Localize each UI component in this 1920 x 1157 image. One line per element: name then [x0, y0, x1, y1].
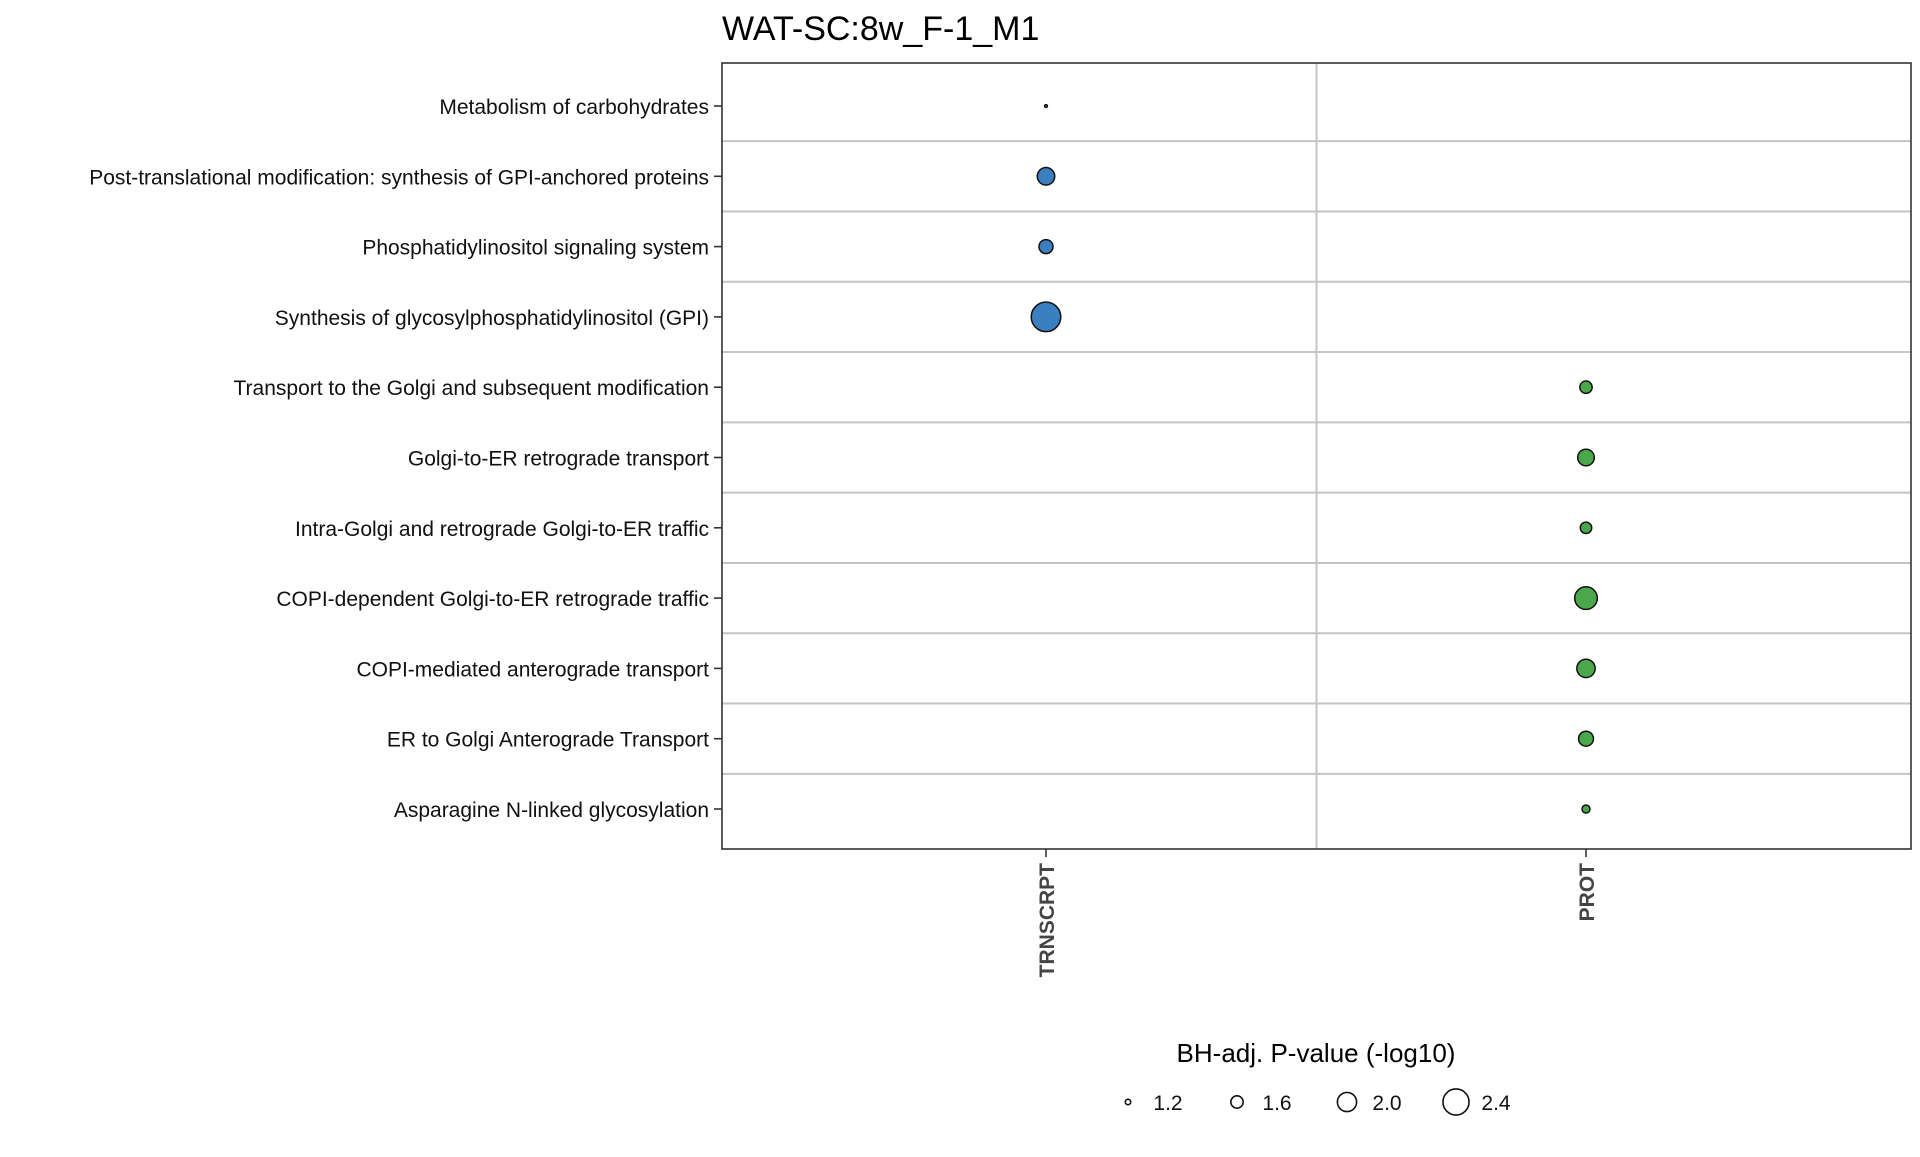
data-point	[1043, 103, 1049, 109]
legend-key-circle	[1230, 1095, 1244, 1109]
data-point	[1581, 804, 1591, 814]
legend-title: BH-adj. P-value (-log10)	[1177, 1038, 1456, 1068]
y-tick-label: COPI-mediated anterograde transport	[356, 658, 709, 681]
legend-key-circle	[1336, 1091, 1358, 1113]
y-tick-label: Intra-Golgi and retrograde Golgi-to-ER t…	[295, 518, 709, 541]
y-tick-label: Phosphatidylinositol signaling system	[362, 237, 709, 260]
y-tick-label: Synthesis of glycosylphosphatidylinosito…	[275, 307, 709, 330]
axis-layer: Metabolism of carbohydrates Post-translat…	[89, 96, 1599, 977]
y-tick-label: Transport to the Golgi and subsequent mo…	[233, 377, 709, 400]
y-tick-label: Golgi-to-ER retrograde transport	[408, 448, 709, 471]
legend-key-circle	[1124, 1098, 1132, 1106]
data-point	[1038, 238, 1054, 255]
legend-key-label: 2.0	[1372, 1092, 1401, 1115]
x-tick-label: TRNSCRPT	[1036, 863, 1059, 978]
point-layer	[1030, 103, 1599, 814]
y-tick-label: ER to Golgi Anterograde Transport	[387, 729, 709, 752]
legend-key-label: 1.2	[1153, 1092, 1182, 1115]
data-point	[1577, 730, 1595, 747]
legend-key-label: 1.6	[1262, 1092, 1291, 1115]
plot-panel-border	[721, 62, 1912, 850]
chart-title: WAT-SC:8w_F-1_M1	[722, 10, 1039, 48]
legend-key-circle	[1442, 1088, 1470, 1116]
data-point	[1030, 301, 1062, 333]
y-tick-label: Post-translational modification: synthes…	[89, 166, 709, 189]
data-point	[1036, 166, 1056, 186]
grid-layer	[722, 63, 1911, 849]
x-tick-label: PROT	[1576, 863, 1599, 922]
data-point	[1579, 521, 1593, 535]
size-legend: 1.2 1.6 2.0 2.4	[1124, 1088, 1511, 1116]
y-tick-label: COPI-dependent Golgi-to-ER retrograde tr…	[276, 588, 709, 611]
legend-key-label: 2.4	[1481, 1092, 1511, 1115]
data-point	[1576, 658, 1596, 679]
y-tick-label: Asparagine N-linked glycosylation	[394, 799, 709, 822]
data-point	[1579, 380, 1593, 395]
y-tick-label: Metabolism of carbohydrates	[439, 96, 709, 119]
data-point	[1576, 448, 1596, 467]
data-point	[1573, 586, 1599, 611]
